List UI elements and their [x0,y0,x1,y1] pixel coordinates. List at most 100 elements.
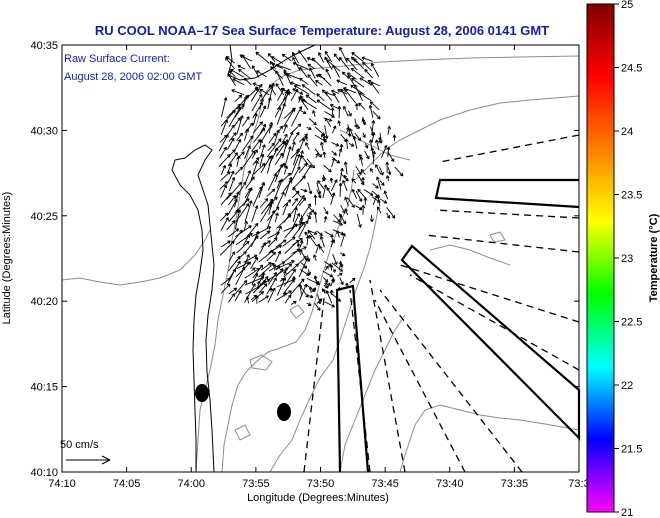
current-vector [331,157,336,167]
current-vector [378,136,382,144]
current-vector [251,65,260,78]
current-vector [245,176,255,189]
current-vector [266,251,277,262]
current-vector [274,164,283,183]
dashed-line [369,279,406,473]
current-vector [244,235,259,253]
current-vector [242,135,254,152]
zone-polygon [434,178,580,209]
current-vector [252,121,263,134]
colorbar-tick-label: 23 [621,253,633,265]
current-vector [227,170,235,183]
colorbar-tick-label: 24 [621,126,633,138]
current-vector [268,272,277,285]
current-vector [318,52,325,63]
current-vector [279,278,285,282]
current-vector [313,254,317,261]
x-tick-label: 74:10 [48,478,76,490]
current-vector [256,280,261,286]
current-vector [236,115,244,135]
current-vector [387,167,392,175]
current-vector [291,175,306,190]
current-vector [236,155,241,167]
current-vector [300,154,309,166]
annotation-line-2: August 28, 2006 02:00 GMT [64,71,202,83]
current-vector [284,294,292,304]
current-vector [361,118,366,126]
current-vector [359,156,364,166]
current-vector [370,62,380,78]
current-vector [260,262,272,271]
current-vector [379,198,388,204]
current-vector [292,186,302,198]
colorbar-tick-label: 21.5 [621,444,642,456]
current-vector [251,93,263,112]
current-vector [252,264,264,279]
current-vector [312,287,317,292]
current-vector [259,88,270,96]
current-vector [380,144,388,159]
current-vector [290,153,301,175]
current-vector [228,255,241,272]
current-vector [292,148,300,166]
current-vector [369,215,374,223]
current-vector [231,89,245,96]
y-axis-label: Latitude (Degrees:Minutes) [1,192,13,325]
current-vector [332,92,340,104]
current-vector [324,231,334,237]
current-vector [315,79,323,86]
current-vector [226,220,236,231]
current-vector [330,192,336,206]
contour-line [234,424,251,441]
current-vector [316,93,325,102]
current-vector [227,163,233,174]
current-vector [284,131,294,149]
current-vector [394,166,404,177]
y-axis: 40:10 40:15 40:20 40:25 40:30 40:35 [30,40,579,479]
x-axis: 74:10 74:05 74:00 73:55 73:50 73:45 73:40 73:35… [48,45,590,490]
current-vector [321,133,326,143]
current-vector [228,106,241,128]
current-vector [339,252,346,257]
current-vector [282,133,288,143]
current-vector [351,178,357,184]
current-vector [305,142,310,150]
current-vector [258,283,268,294]
current-vector [235,266,246,285]
current-vector [351,77,365,88]
current-vector [219,212,229,222]
current-vector [234,103,245,118]
current-vector [267,97,272,110]
current-vector [227,198,238,215]
current-vector [330,239,335,248]
current-vector [219,181,229,190]
current-vector [284,176,293,197]
current-vector [346,126,350,133]
current-vector [385,175,390,182]
current-vector [220,192,232,206]
current-vector [307,74,318,87]
current-vector [355,190,363,202]
current-vector [358,102,366,110]
current-vector [324,56,333,71]
contour-line [489,231,506,243]
current-vector [243,220,248,231]
current-vector [251,267,256,272]
current-vector [321,176,326,182]
current-vector [316,189,322,199]
x-tick-label: 74:05 [113,478,141,490]
current-vector [290,81,301,87]
current-vector [271,56,284,64]
x-tick-label: 73:45 [371,478,399,490]
current-vector [339,167,344,182]
current-vector [329,103,341,110]
current-vector [266,188,276,197]
current-vector [242,150,256,168]
current-vector [331,125,337,134]
current-vector [300,188,308,193]
current-vector [283,69,292,85]
contour-line [344,55,580,67]
current-vector [228,287,238,295]
current-vector [331,150,337,156]
